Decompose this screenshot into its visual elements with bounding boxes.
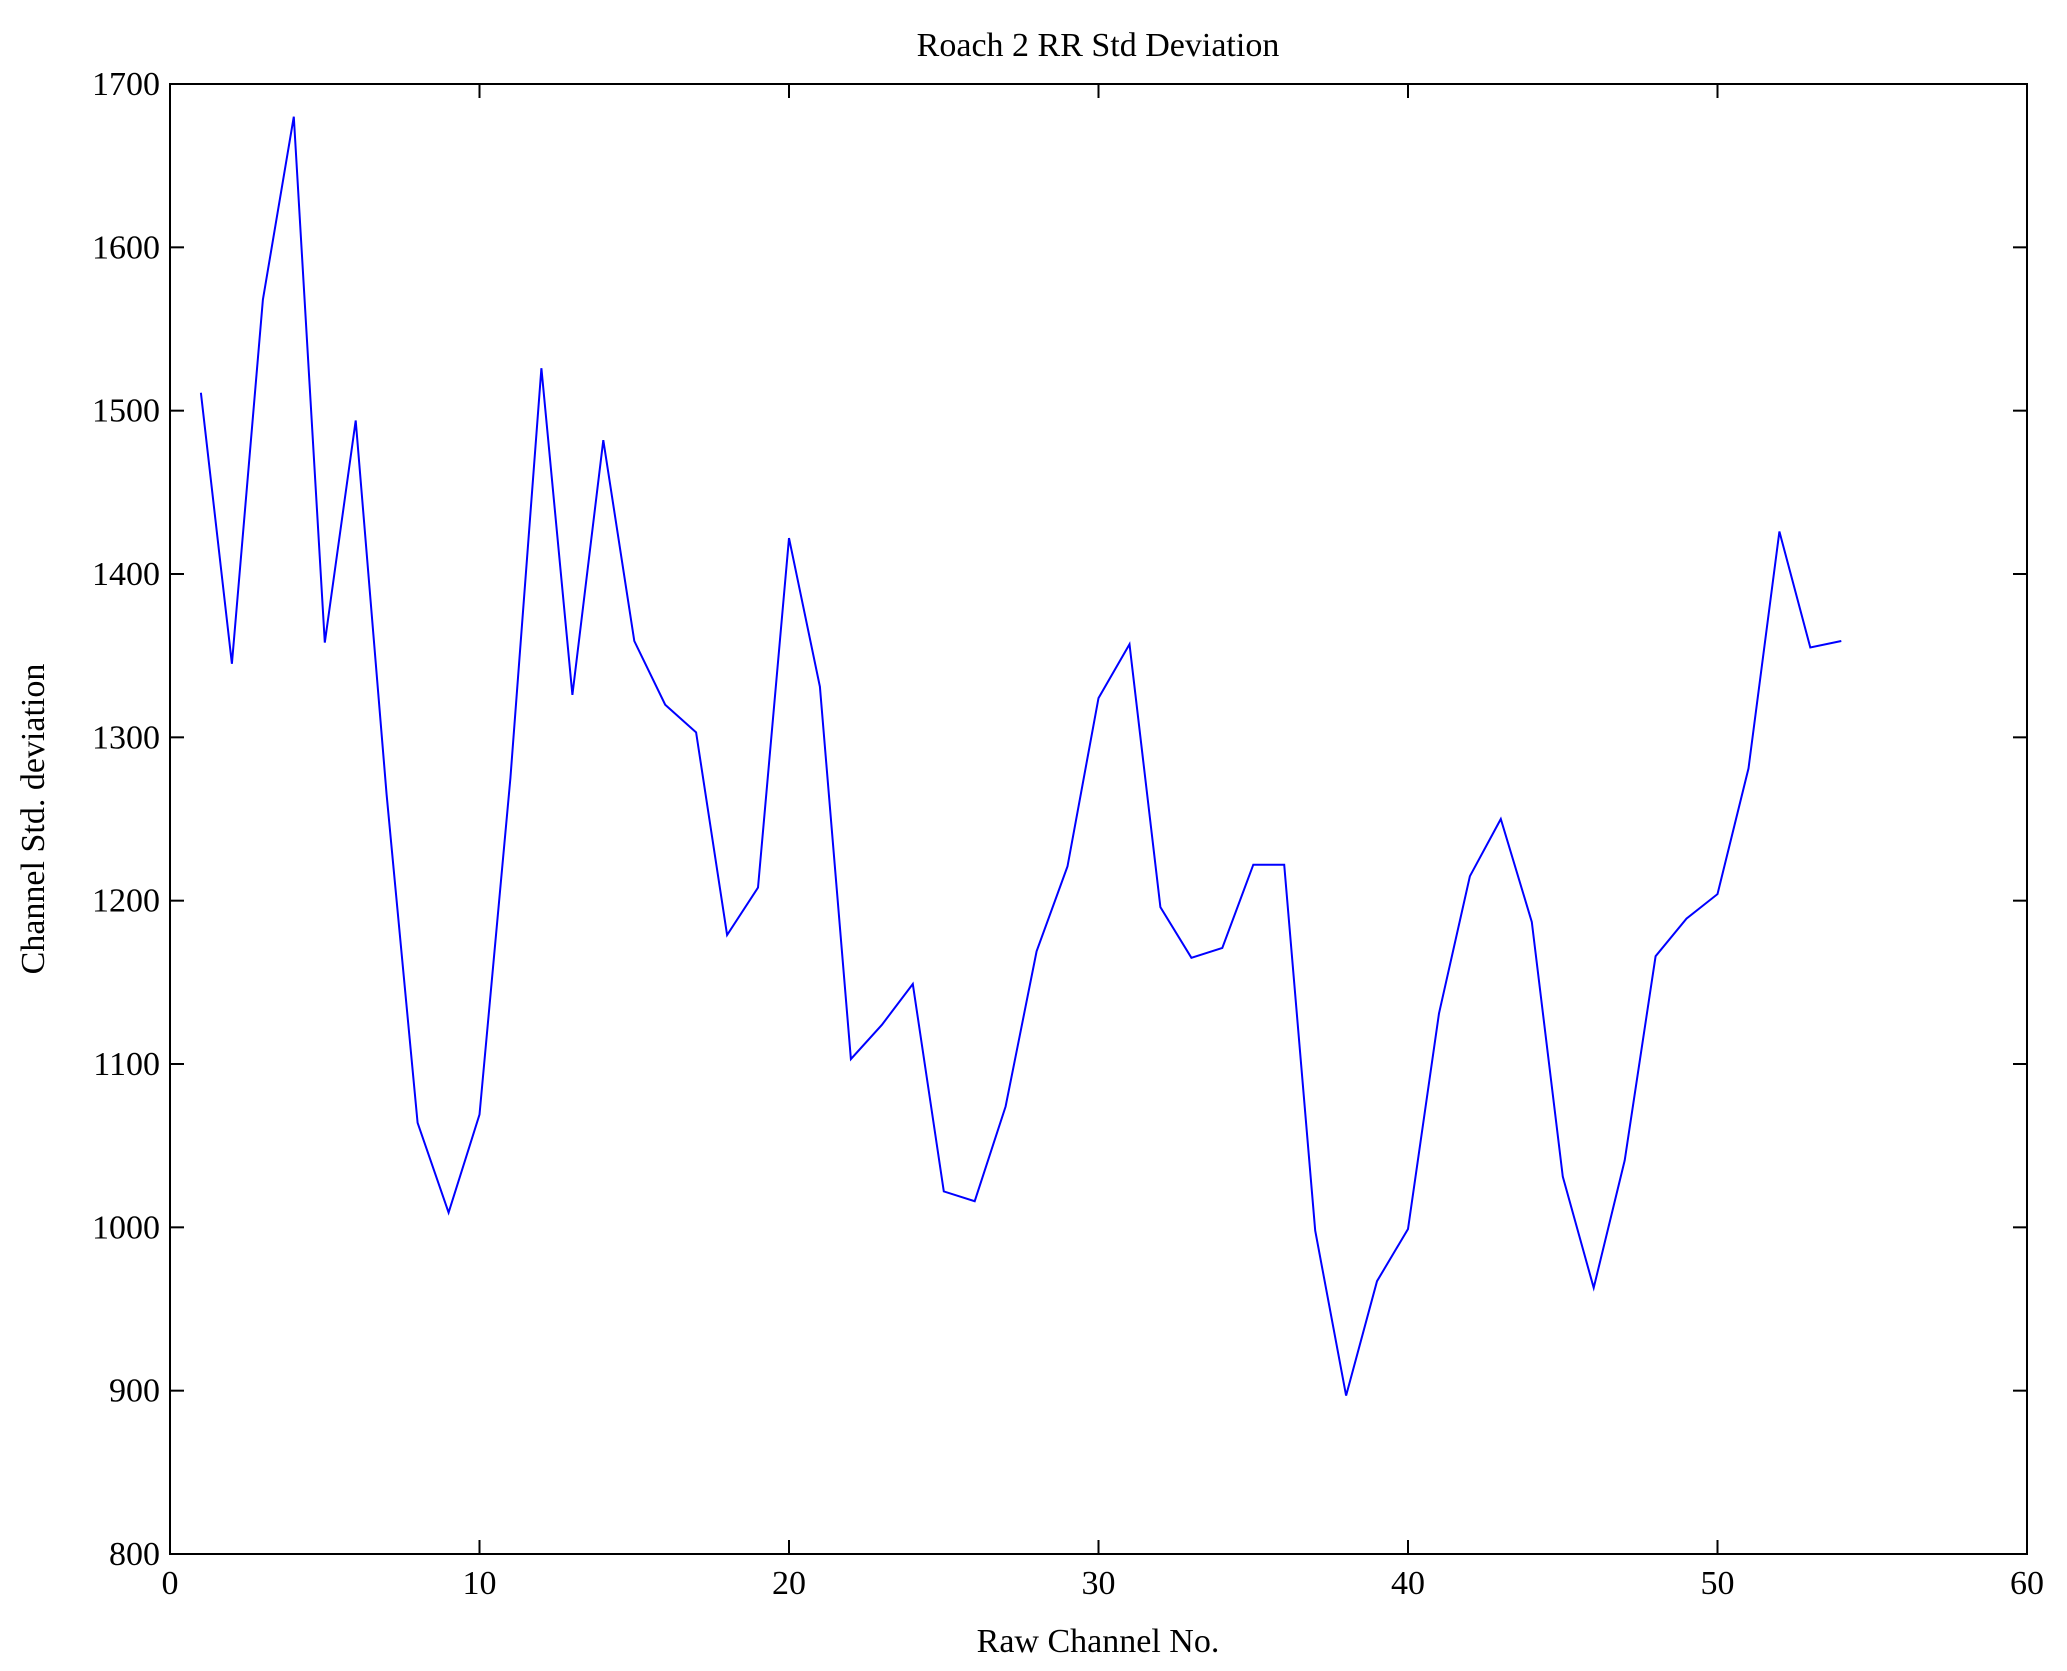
y-tick-label: 1100 bbox=[93, 1046, 160, 1083]
y-tick-label: 1700 bbox=[92, 66, 160, 103]
y-tick-label: 800 bbox=[109, 1536, 160, 1573]
x-tick-label: 20 bbox=[772, 1565, 806, 1602]
y-tick-label: 900 bbox=[109, 1373, 160, 1410]
series-line bbox=[199, 116, 1842, 1396]
series-lines bbox=[199, 116, 1842, 1396]
chart-title: Roach 2 RR Std Deviation bbox=[917, 27, 1280, 64]
y-tick-label: 1500 bbox=[92, 393, 160, 430]
y-axis-title: Channel Std. deviation bbox=[15, 664, 52, 975]
plot-frame bbox=[169, 83, 2028, 1555]
x-tick-label: 40 bbox=[1391, 1565, 1425, 1602]
x-tick-label: 0 bbox=[162, 1565, 179, 1602]
y-tick-label: 1400 bbox=[92, 556, 160, 593]
axis-ticks: 0 10 20 30 40 50 60 800 900 1000 1100 1200 1300 1400 1… bbox=[92, 66, 2044, 1602]
x-axis-title: Raw Channel No. bbox=[977, 1623, 1220, 1660]
x-tick-label: 60 bbox=[2010, 1565, 2044, 1602]
y-tick-label: 1000 bbox=[92, 1209, 160, 1246]
x-tick-label: 50 bbox=[1701, 1565, 1735, 1602]
x-tick-label: 30 bbox=[1082, 1565, 1116, 1602]
y-tick-label: 1300 bbox=[92, 719, 160, 756]
y-tick-label: 1200 bbox=[92, 883, 160, 920]
y-tick-label: 1600 bbox=[92, 229, 160, 266]
x-tick-label: 10 bbox=[463, 1565, 497, 1602]
